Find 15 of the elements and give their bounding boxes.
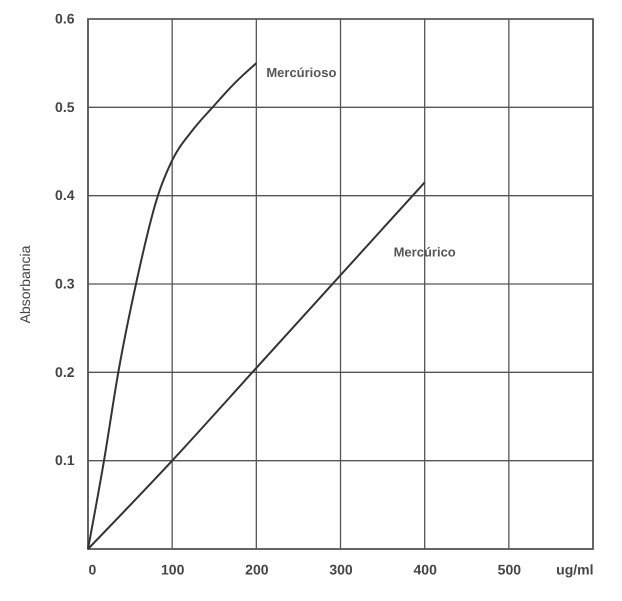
y-tick-label: 0.1 (55, 452, 75, 468)
y-tick-label: 0.4 (55, 187, 75, 204)
y-axis-title: Absorbancia (17, 245, 34, 324)
y-tick-label: 0.2 (55, 364, 75, 380)
series-label: Mercúrioso (266, 65, 336, 80)
x-tick-label: 100 (160, 562, 185, 578)
x-tick-label: 0 (88, 562, 96, 578)
x-tick-label: 300 (329, 562, 353, 578)
y-tick-label: 0.3 (55, 276, 75, 292)
x-tick-label: ug/ml (556, 562, 594, 578)
y-tick-label: 0.6 (55, 10, 75, 26)
x-tick-label: 400 (413, 562, 438, 578)
x-tick-label: 200 (245, 562, 269, 578)
y-tick-label: 0.5 (55, 98, 75, 115)
x-tick-label: 500 (498, 562, 522, 578)
